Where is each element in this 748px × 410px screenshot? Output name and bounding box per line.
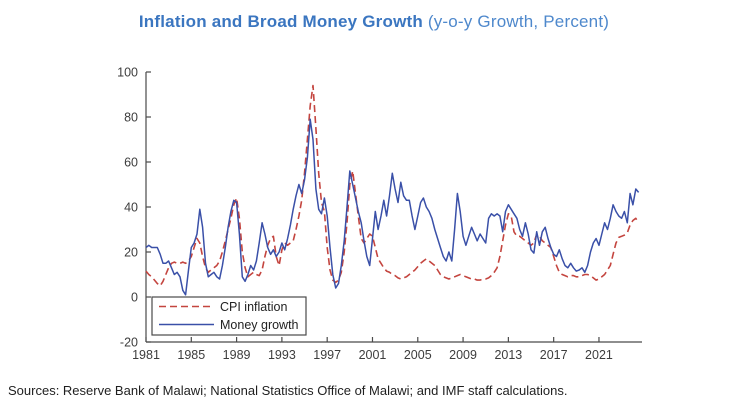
x-tick-label: 1997 (313, 348, 341, 362)
x-tick-label: 2005 (404, 348, 432, 362)
source-note: Sources: Reserve Bank of Malawi; Nationa… (8, 383, 568, 398)
legend-label-money: Money growth (220, 318, 299, 332)
x-tick-label: 1993 (268, 348, 296, 362)
x-tick-label: 2013 (494, 348, 522, 362)
x-tick-label: 1989 (223, 348, 251, 362)
legend-label-cpi: CPI inflation (220, 300, 287, 314)
money-growth-line (145, 118, 640, 296)
x-tick-label: 2001 (359, 348, 387, 362)
chart-title-main: Inflation and Broad Money Growth (138, 12, 423, 31)
y-tick-label: 100 (117, 66, 138, 80)
x-tick-label: 2017 (540, 348, 568, 362)
y-tick-label: 60 (124, 156, 138, 170)
y-tick-label: 0 (131, 291, 138, 305)
x-tick-label: 2021 (585, 348, 613, 362)
legend-box (151, 296, 307, 336)
cpi-inflation-line (145, 84, 640, 287)
y-tick-label: 40 (124, 201, 138, 215)
x-tick-label: 2009 (449, 348, 477, 362)
chart-title: Inflation and Broad Money Growth (y-o-y … (0, 12, 748, 32)
chart-title-subtitle: (y-o-y Growth, Percent) (422, 12, 610, 31)
x-tick-label: 1981 (132, 348, 160, 362)
y-tick-label: 20 (124, 246, 138, 260)
y-tick-label: 80 (124, 111, 138, 125)
y-tick-label: -20 (120, 336, 138, 350)
x-tick-label: 1985 (177, 348, 205, 362)
